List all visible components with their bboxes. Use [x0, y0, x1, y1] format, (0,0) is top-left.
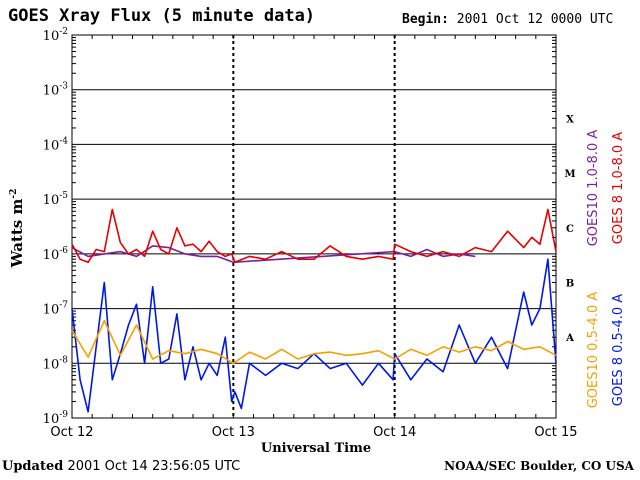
x-tick-label: Oct 12: [50, 425, 93, 440]
y-tick-label: 10-2: [43, 27, 68, 44]
x-tick-label: Oct 14: [373, 425, 416, 440]
flare-class-labels: X M C B A: [564, 114, 575, 344]
legend: GOES10 1.0-8.0 A GOES 8 1.0-8.0 A GOES10 0…: [586, 130, 626, 409]
legend-entry: GOES 8 1.0-8.0 A: [611, 132, 626, 244]
x-tick-label: Oct 13: [212, 425, 255, 440]
series-line: [71, 245, 476, 264]
flare-class-b: B: [566, 278, 574, 289]
legend-entry: GOES 8 0.5-4.0 A: [611, 294, 626, 406]
flare-class-x: X: [566, 114, 574, 125]
series-lines: [71, 208, 557, 413]
begin-label: Begin:: [402, 12, 449, 27]
x-axis-label: Universal Time: [261, 441, 371, 456]
y-tick-label: 10-3: [43, 82, 69, 99]
y-tick-label: 10-6: [43, 246, 69, 263]
flare-class-m: M: [564, 169, 575, 180]
y-tick-label: 10-5: [43, 191, 69, 208]
flare-class-a: A: [565, 333, 574, 344]
updated-time: Updated 2001 Oct 14 23:56:05 UTC: [2, 459, 240, 474]
y-tick-label: 10-8: [43, 355, 69, 372]
legend-entry: GOES10 1.0-8.0 A: [586, 130, 601, 247]
x-tick-label: Oct 15: [534, 425, 577, 440]
flare-class-c: C: [566, 224, 574, 235]
x-axis-ticks: Oct 12 Oct 13 Oct 14 Oct 15: [50, 35, 578, 440]
page-title: GOES Xray Flux (5 minute data): [8, 6, 316, 26]
y-tick-label: 10-4: [43, 136, 69, 153]
series-line: [71, 208, 557, 264]
y-axis-label: Watts m-2: [8, 189, 26, 269]
y-tick-label: 10-7: [43, 301, 69, 318]
series-line: [71, 258, 557, 413]
credit: NOAA/SEC Boulder, CO USA: [444, 459, 634, 473]
begin-time: Begin: 2001 Oct 12 0000 UTC: [402, 12, 613, 27]
y-tick-label: 10-9: [43, 410, 69, 427]
series-line: [71, 319, 557, 365]
y-axis-ticks: 10-2 10-3 10-4 10-5 10-6 10-7 10-8 10-9: [43, 27, 556, 427]
begin-value: 2001 Oct 12 0000 UTC: [456, 12, 614, 27]
updated-value: 2001 Oct 14 23:56:05 UTC: [67, 459, 241, 474]
updated-label-text: Updated: [2, 459, 64, 474]
legend-entry: GOES10 0.5-4.0 A: [586, 292, 601, 409]
